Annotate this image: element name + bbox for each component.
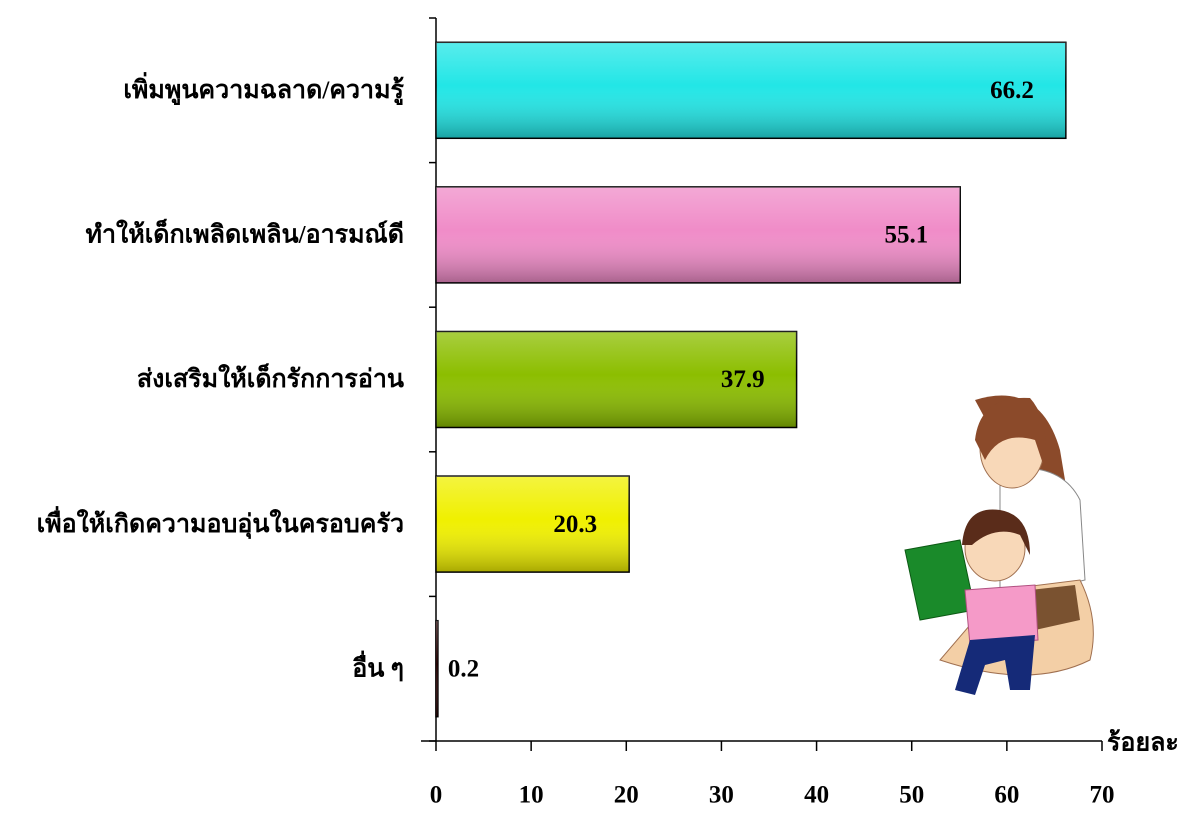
x-tick-label: 30	[709, 782, 734, 809]
illustration	[904, 395, 1094, 695]
x-tick-label: 60	[994, 782, 1019, 809]
bar-shade	[436, 476, 630, 573]
value-label: 20.3	[553, 511, 597, 538]
value-label: 37.9	[721, 366, 765, 393]
bar-shade	[436, 331, 797, 428]
bar-shade	[436, 186, 961, 283]
x-tick-label: 20	[614, 782, 639, 809]
bar-shade	[436, 620, 438, 717]
x-axis-label: ร้อยละ	[1107, 729, 1179, 757]
x-tick-label: 0	[430, 782, 443, 809]
y-tick-label: เพื่อให้เกิดความอบอุ่นในครอบครัว	[37, 506, 404, 540]
bar-shade	[436, 42, 1066, 139]
value-label: 55.1	[884, 222, 928, 249]
x-tick-label: 70	[1090, 782, 1115, 809]
x-tick-label: 40	[804, 782, 829, 809]
x-tick-label: 50	[899, 782, 924, 809]
x-tick-label: 10	[519, 782, 544, 809]
value-label: 0.2	[448, 655, 479, 682]
value-label: 66.2	[990, 77, 1034, 104]
y-tick-label: ทำให้เด็กเพลิดเพลิน/อารมณ์ดี	[86, 219, 404, 249]
y-tick-label: อื่น ๆ	[352, 650, 404, 682]
y-tick-label: ส่งเสริมให้เด็กรักการอ่าน	[137, 363, 404, 393]
y-tick-label: เพิ่มพูนความฉลาด/ความรู้	[123, 72, 404, 106]
